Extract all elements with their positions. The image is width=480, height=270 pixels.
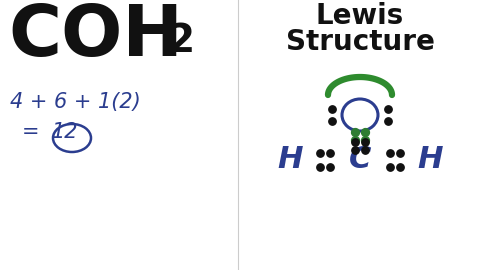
Text: H: H [417, 146, 443, 174]
Point [326, 165, 334, 169]
Text: 2: 2 [168, 22, 195, 60]
Text: C: C [349, 146, 371, 174]
Point [361, 129, 369, 134]
Text: Structure: Structure [286, 28, 434, 56]
Point [361, 137, 369, 142]
Point [351, 140, 359, 144]
Point [384, 119, 392, 123]
Point [316, 151, 324, 155]
Point [361, 148, 369, 152]
Point [386, 151, 394, 155]
Point [361, 140, 369, 144]
Point [328, 119, 336, 123]
Text: H: H [277, 146, 303, 174]
Text: Lewis: Lewis [316, 2, 404, 30]
Text: COH: COH [8, 2, 183, 71]
Point [326, 151, 334, 155]
Point [328, 107, 336, 111]
Point [396, 165, 404, 169]
Point [386, 165, 394, 169]
Point [384, 107, 392, 111]
Text: 4 + 6 + 1(2): 4 + 6 + 1(2) [10, 92, 141, 112]
Text: =: = [22, 122, 39, 142]
Point [351, 148, 359, 152]
Point [316, 165, 324, 169]
Text: 12: 12 [52, 122, 79, 142]
Point [351, 137, 359, 142]
Point [396, 151, 404, 155]
Point [351, 129, 359, 134]
